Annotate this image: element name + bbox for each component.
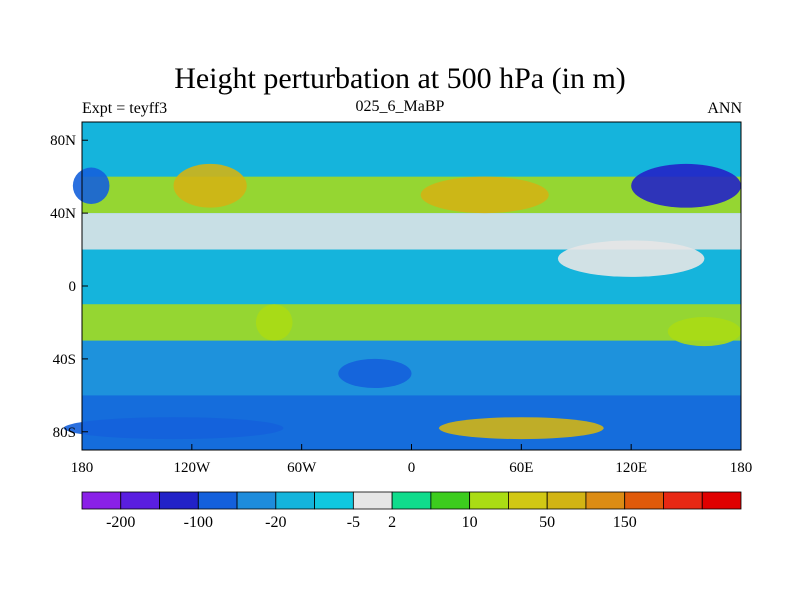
x-tick-label: 60W [287,460,317,476]
x-tick-label: 120W [173,460,211,476]
colorbar-label: -100 [184,514,213,531]
colorbar-label: -5 [347,514,360,531]
field-region-1 [72,167,110,204]
colorbar-segment [236,491,277,510]
colorbar-segment [81,491,122,510]
colorbar-segment [197,491,238,510]
colorbar-segment [701,491,742,510]
y-tick-label: 40S [53,352,76,368]
colorbar-segment [469,491,509,510]
colorbar-segment [663,491,703,510]
field-region-8 [667,316,742,347]
colorbar-label: 50 [539,514,555,531]
field-band-5 [82,340,741,396]
field-region-4 [173,163,247,208]
colorbar-label: 10 [462,514,478,531]
colorbar-label: 2 [388,514,396,531]
field-region-9 [557,240,705,277]
field-region-7 [255,304,293,341]
y-tick-label: 80N [50,133,76,149]
colorbar-segment [352,491,393,510]
x-tick-label: 0 [408,460,416,476]
colorbar-segment [314,491,354,510]
field-band-4 [82,304,741,341]
colorbar-segment [275,491,315,510]
field-region-2 [338,358,412,389]
field-region-5 [420,176,549,214]
colorbar-segment [159,491,199,510]
field-region-3 [63,417,284,440]
field-region-0 [631,163,741,208]
colorbar-segment [120,491,160,510]
colorbar-segment [585,491,626,510]
left-label: Expt = teyff3 [82,100,168,117]
y-tick-label: 0 [69,279,77,295]
center-label: 025_6_MaBP [355,98,445,115]
colorbar-segment [430,491,471,510]
right-label: ANN [707,100,742,117]
y-tick-label: 40N [50,206,76,222]
x-tick-label: 180 [730,460,753,476]
colorbar-label: -20 [265,514,286,531]
chart-title: Height perturbation at 500 hPa (in m) [174,62,626,95]
colorbar-segment [391,491,432,510]
field-band-0 [82,122,741,177]
colorbar-segment [508,491,548,510]
y-tick-label: 80S [53,425,76,441]
field-region-6 [438,417,604,440]
colorbar-segment [624,491,664,510]
colorbar-label: 150 [613,514,637,531]
x-tick-label: 180 [71,460,94,476]
colorbar-label: -200 [106,514,135,531]
colorbar-segment [546,491,587,510]
x-tick-label: 60E [509,460,533,476]
x-tick-label: 120E [615,460,647,476]
